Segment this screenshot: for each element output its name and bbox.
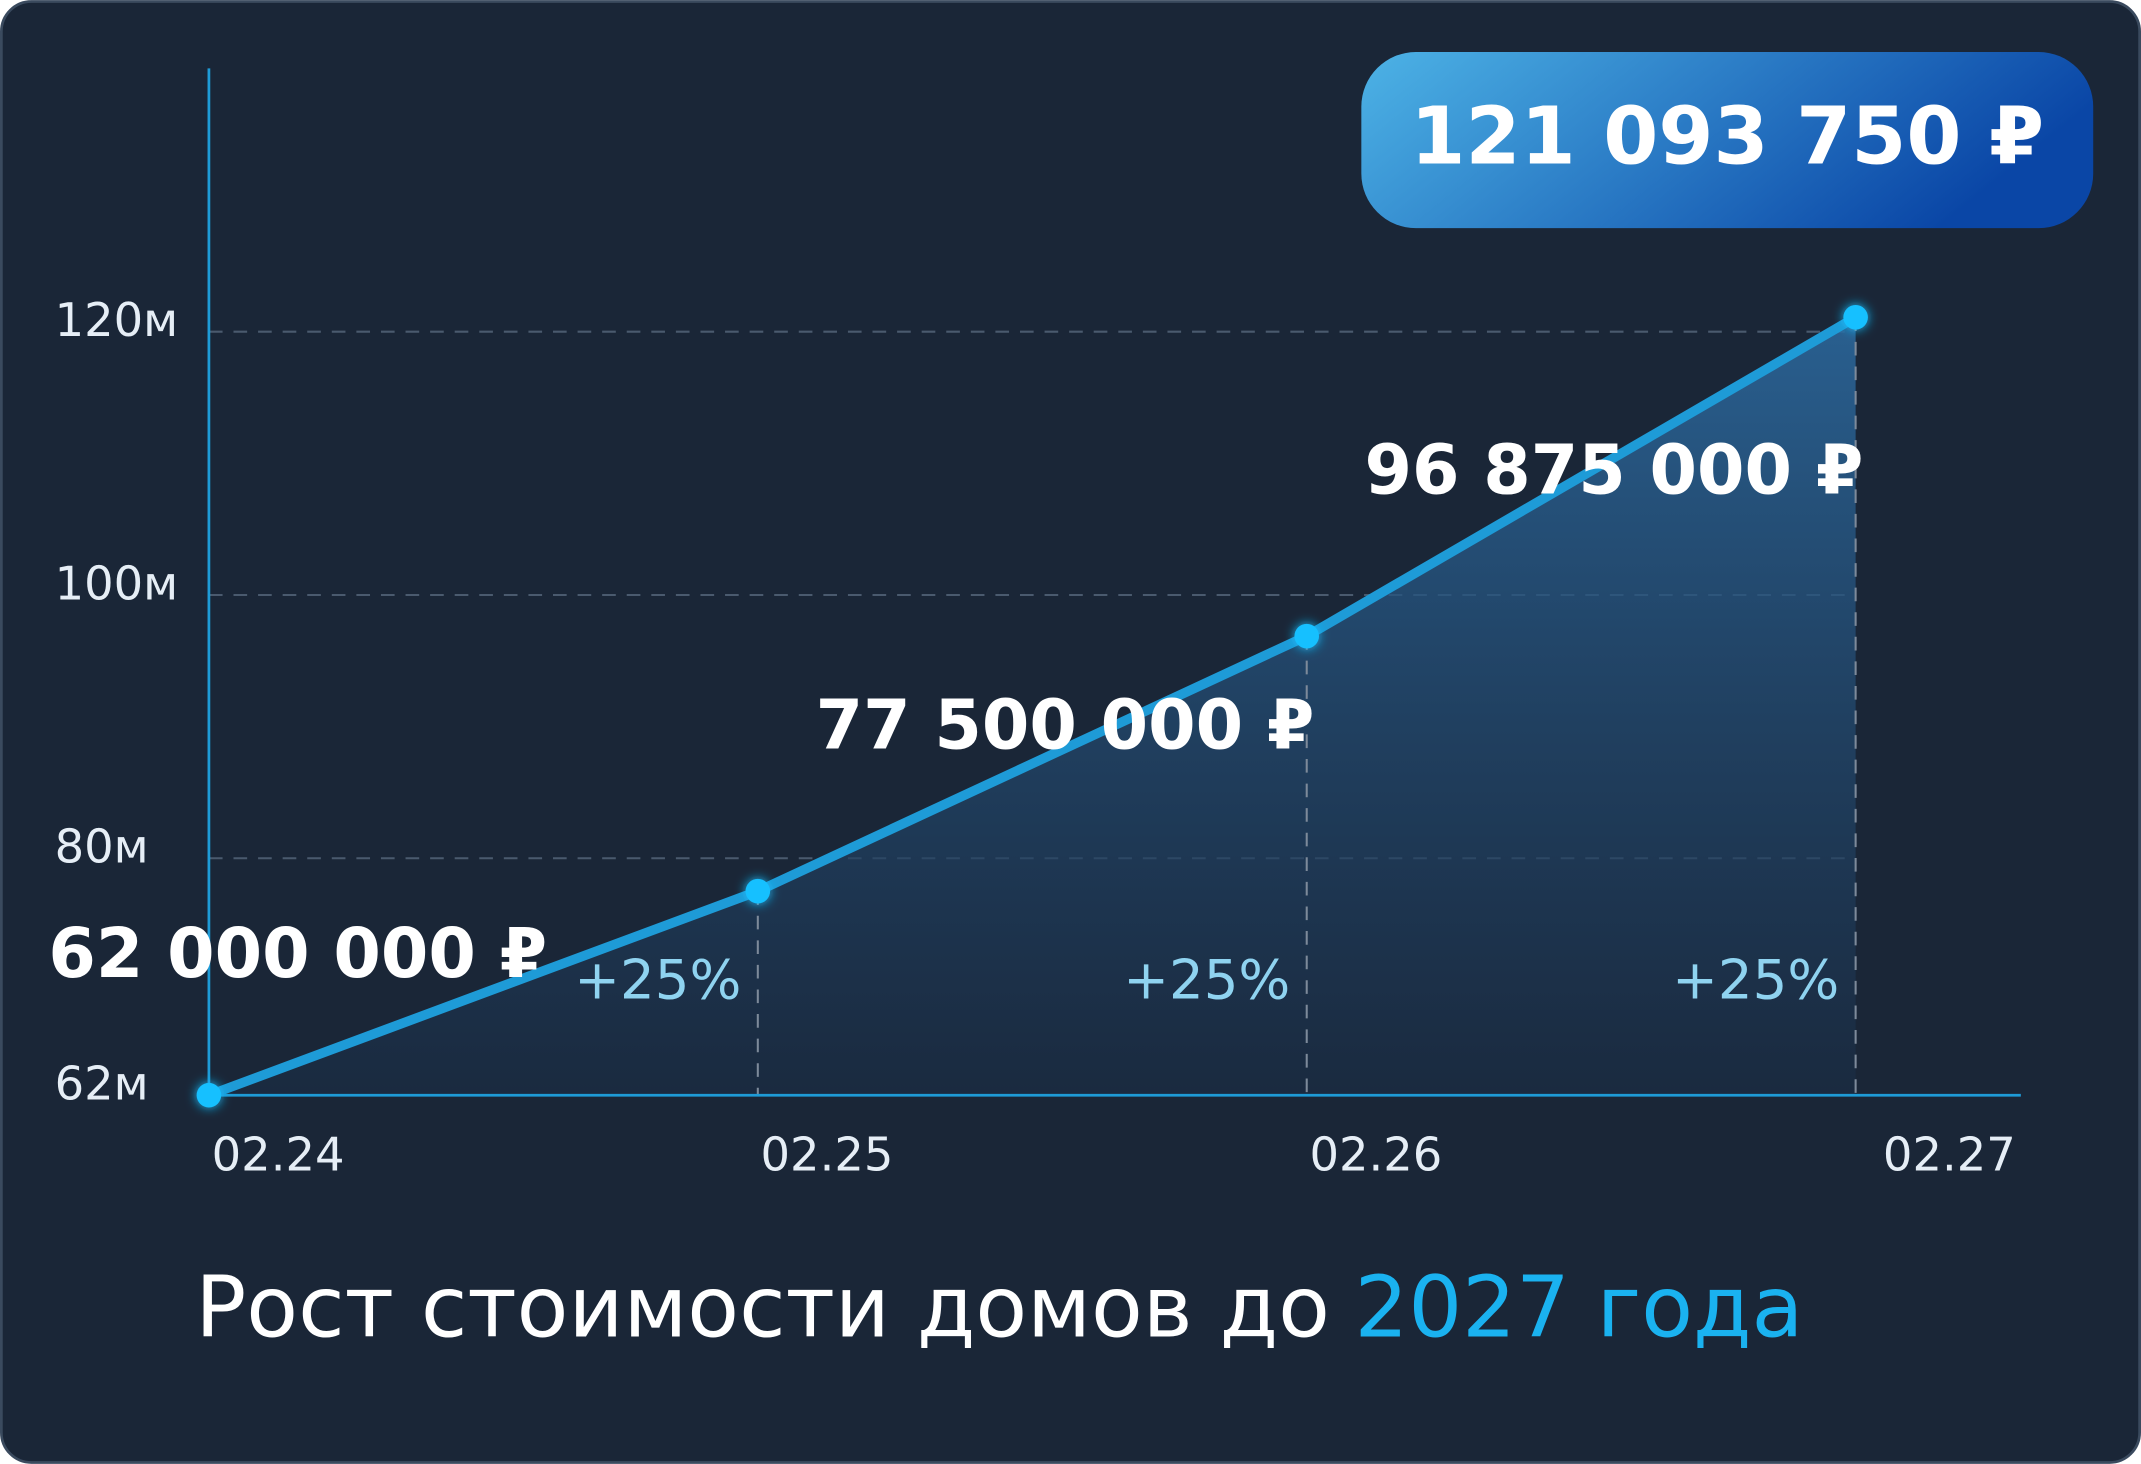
- line: [204, 312, 1861, 1100]
- point: [1843, 304, 1868, 330]
- x-tick-label: 02.25: [761, 1128, 894, 1182]
- title-highlight: 2027 года: [1354, 1258, 1803, 1357]
- point: [745, 878, 771, 904]
- plot: 62м 80м 100м 120м 02.24 02.25 02.26 02.27 +25% +2…: [48, 52, 2094, 1182]
- x-tick-label: 02.27: [1883, 1128, 2016, 1182]
- value-label: 121 093 750 ₽: [1410, 90, 2044, 183]
- title-text: Рост стоимости домов до: [195, 1258, 1330, 1357]
- chart-title: Рост стоимости домов до 2027 года: [195, 1258, 1803, 1357]
- growth-label: +25%: [1672, 947, 1839, 1011]
- y-tick-label: 100м: [55, 556, 179, 610]
- y-tick-label: 62м: [55, 1057, 149, 1111]
- value-label: 62 000 000 ₽: [48, 915, 547, 994]
- y-tick-label: 80м: [55, 820, 149, 874]
- x-tick-label: 02.24: [212, 1128, 345, 1182]
- value-badge: [1361, 52, 2094, 229]
- value-label: 77 500 000 ₽: [816, 687, 1315, 766]
- growth-label: +25%: [1123, 947, 1290, 1011]
- x-tick-label: 02.26: [1309, 1128, 1442, 1182]
- growth-label: +25%: [574, 947, 741, 1011]
- y-tick-label: 120м: [55, 293, 179, 347]
- area: [208, 317, 1856, 1096]
- point: [196, 1082, 222, 1108]
- value-label: 96 875 000 ₽: [1365, 432, 1864, 511]
- point: [1294, 623, 1320, 649]
